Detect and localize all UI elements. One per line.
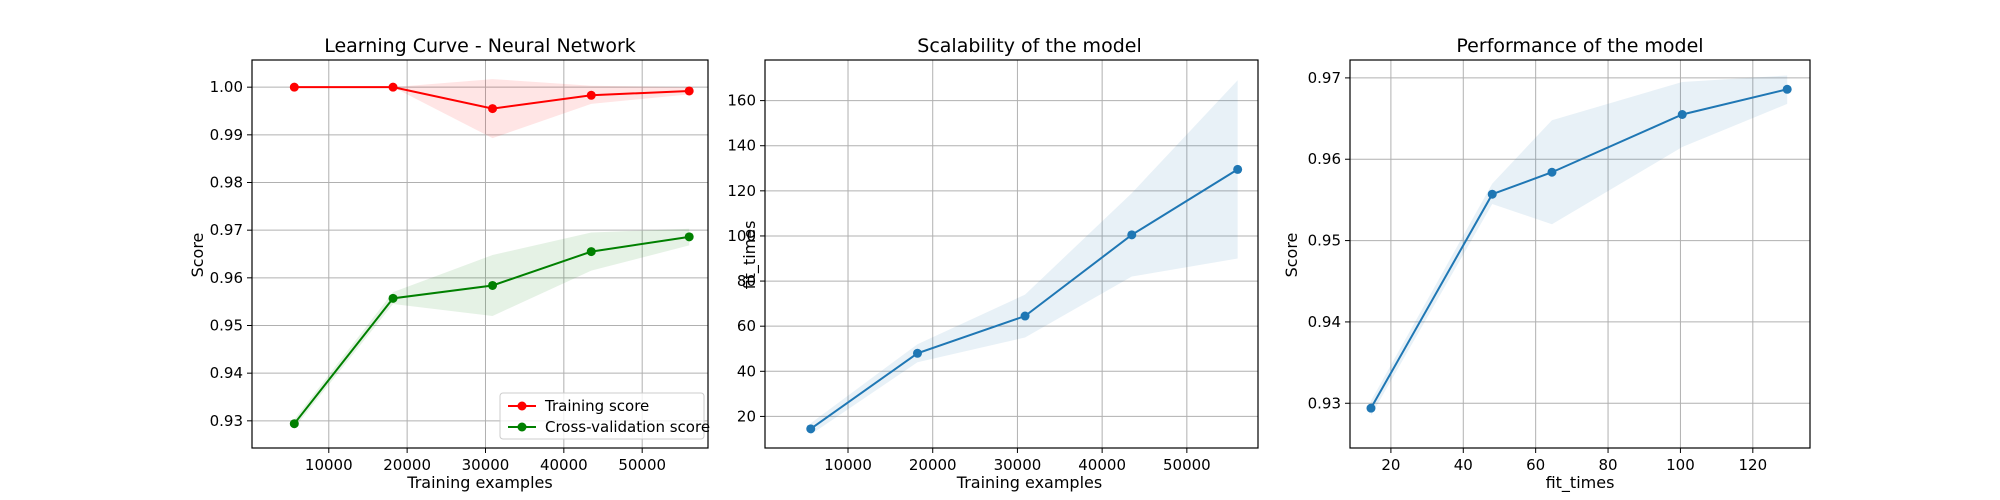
performance-series-0-point	[1487, 189, 1497, 199]
learning-curve-title: Learning Curve - Neural Network	[324, 35, 636, 57]
performance-x-tick-label: 100	[1666, 456, 1695, 474]
learning-curve-x-tick-label: 10000	[305, 456, 353, 474]
learning-curve-y-tick-label: 0.98	[210, 174, 243, 192]
scalability-y-tick-label: 60	[737, 317, 756, 335]
learning-curve-series-0-point	[388, 82, 398, 92]
performance-x-tick-label: 20	[1381, 456, 1400, 474]
learning-curve-series-0-point	[488, 104, 498, 114]
scalability-y-tick-label: 40	[737, 362, 756, 380]
learning-curve-ylabel: Score	[188, 233, 207, 278]
scalability-y-tick-label: 20	[737, 407, 756, 425]
scalability-y-tick-label: 100	[727, 227, 756, 245]
scalability-y-tick-label: 160	[727, 92, 756, 110]
performance-x-tick-label: 80	[1599, 456, 1618, 474]
scalability-series-0-point	[1020, 311, 1030, 321]
learning-curve-x-tick-label: 20000	[383, 456, 431, 474]
learning-curve-y-tick-label: 0.97	[210, 221, 243, 239]
scalability-panel: 10000 20000 30000 40000 50000 20 40 60 80 100 120 1…	[727, 35, 1259, 492]
performance-y-tick-label: 0.95	[1308, 232, 1341, 250]
scalability-series-0-point	[1233, 164, 1243, 174]
legend-training-marker	[517, 401, 527, 411]
performance-x-tick-label: 40	[1454, 456, 1473, 474]
performance-axes-frame	[1349, 59, 1811, 449]
legend-cv-label: Cross-validation score	[545, 418, 710, 436]
legend-training-label: Training score	[544, 397, 649, 415]
learning-curve-series-1-band	[294, 228, 690, 428]
performance-x-tick-label: 60	[1526, 456, 1545, 474]
performance-y-tick-label: 0.96	[1308, 150, 1341, 168]
learning-curve-panel: 10000 20000 30000 40000 50000 0.93 0.94 0.95 0.9…	[188, 35, 710, 492]
performance-title: Performance of the model	[1456, 35, 1703, 57]
performance-y-tick-label: 0.97	[1308, 69, 1341, 87]
performance-series-0-point	[1782, 84, 1792, 94]
scalability-y-tick-label: 120	[727, 182, 756, 200]
performance-y-tick-label: 0.94	[1308, 313, 1341, 331]
legend-cv-marker	[517, 422, 527, 432]
scalability-plot-area: 10000 20000 30000 40000 50000 20 40 60 80 100 120 1…	[727, 59, 1259, 474]
learning-curve-series-0-point	[586, 90, 596, 100]
scalability-x-tick-label: 50000	[1163, 456, 1211, 474]
learning-curve-plot-area: 10000 20000 30000 40000 50000 0.93 0.94 0.95 0.9…	[210, 59, 709, 474]
learning-curve-series-0-point	[289, 82, 299, 92]
scalability-y-tick-label: 80	[737, 272, 756, 290]
learning-curve-y-tick-label: 0.94	[210, 364, 243, 382]
learning-curve-xlabel: Training examples	[406, 473, 552, 492]
learning-curve-axes-frame	[251, 59, 709, 449]
performance-ylabel: Score	[1282, 233, 1301, 278]
learning-curve-series-1-point	[289, 419, 299, 429]
learning-curve-x-tick-label: 30000	[462, 456, 510, 474]
scalability-x-tick-label: 40000	[1078, 456, 1126, 474]
learning-curve-series-1-point	[388, 293, 398, 303]
learning-curve-series-1-point	[586, 247, 596, 257]
performance-plot-area: 20 40 60 80 100 120 0.93 0.94 0.95 0.96 0.97	[1308, 59, 1811, 474]
learning-curve-y-tick-label: 1.00	[210, 78, 243, 96]
performance-y-tick-label: 0.93	[1308, 394, 1341, 412]
learning-curve-x-tick-label: 50000	[618, 456, 666, 474]
scalability-series-0-point	[1127, 230, 1137, 240]
scalability-axes-frame	[764, 59, 1259, 449]
learning-curve-y-tick-label: 0.93	[210, 412, 243, 430]
performance-series-0-point	[1366, 403, 1376, 413]
performance-series-0-band	[1370, 75, 1788, 416]
learning-curve-x-tick-label: 40000	[540, 456, 588, 474]
learning-curve-y-tick-label: 0.99	[210, 126, 243, 144]
learning-curve-series-1-point	[488, 280, 498, 290]
scalability-series-0-point	[912, 348, 922, 358]
learning-curve-series-1-point	[684, 232, 694, 242]
performance-series-0-point	[1677, 109, 1687, 119]
scalability-series-0-band	[810, 80, 1238, 435]
scalability-title: Scalability of the model	[917, 35, 1141, 57]
scalability-series-0-point	[806, 424, 816, 434]
scalability-xlabel: Training examples	[956, 473, 1102, 492]
scalability-y-tick-label: 140	[727, 137, 756, 155]
learning-curve-series-0-point	[684, 86, 694, 96]
performance-x-tick-label: 120	[1738, 456, 1767, 474]
legend-box	[499, 392, 705, 440]
performance-panel: 20 40 60 80 100 120 0.93 0.94 0.95 0.96 0.97 Perfo…	[1282, 35, 1811, 493]
learning-curve-legend: Training score Cross-validation score	[499, 392, 710, 440]
learning-curve-y-tick-label: 0.95	[210, 316, 243, 334]
performance-series-0-point	[1547, 167, 1557, 177]
performance-xlabel: fit_times	[1546, 473, 1615, 493]
learning-curve-y-tick-label: 0.96	[210, 269, 243, 287]
scalability-x-tick-label: 10000	[824, 456, 872, 474]
scalability-ylabel: fit_times	[740, 221, 760, 290]
scalability-x-tick-label: 30000	[994, 456, 1042, 474]
scalability-x-tick-label: 20000	[909, 456, 957, 474]
